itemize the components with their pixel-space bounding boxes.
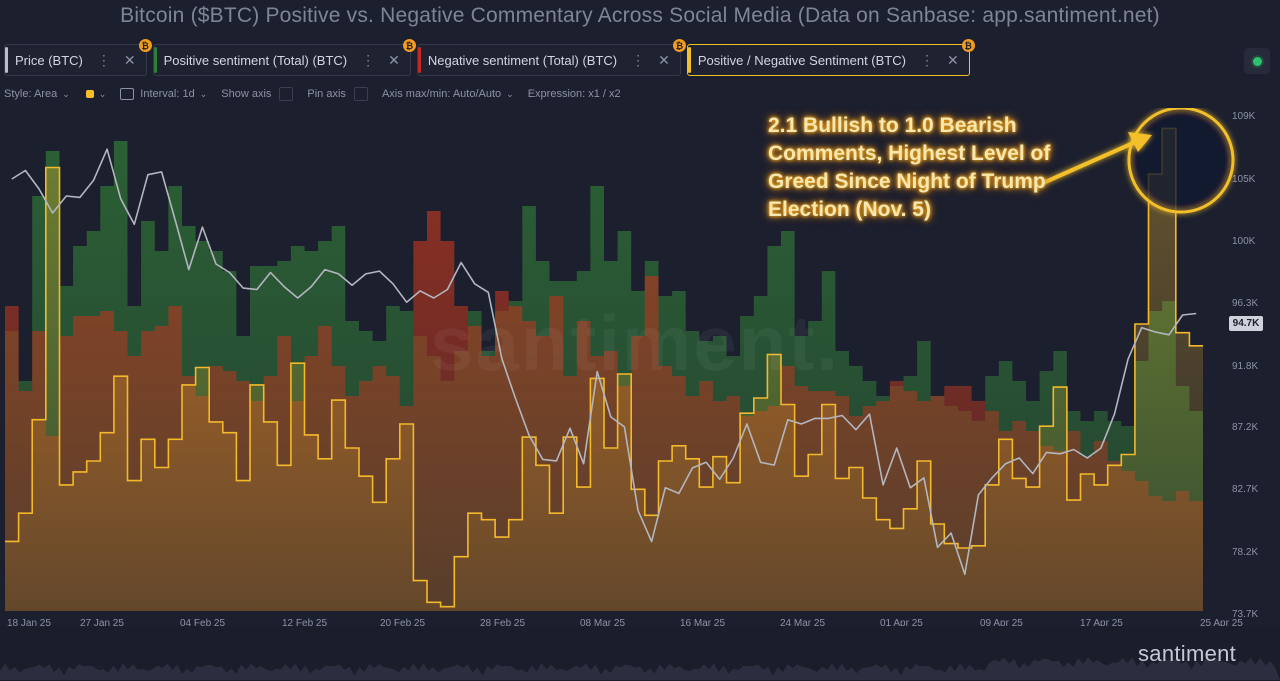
navigator-minimap xyxy=(0,626,1280,681)
close-icon[interactable]: ✕ xyxy=(946,51,959,68)
status-dot-icon xyxy=(1252,56,1262,66)
x-tick-label: 24 Mar 25 xyxy=(780,618,825,629)
color-picker[interactable]: ⌄ xyxy=(84,88,107,100)
chart-toolbar: Style: Area ⌄ ⌄ Interval: 1d ⌄ Show axis P… xyxy=(4,86,635,102)
y-tick-label: 109K xyxy=(1232,111,1256,122)
ratio-sentiment-area xyxy=(5,128,1203,611)
more-icon[interactable]: ⋮ xyxy=(631,51,647,68)
x-tick-label: 20 Feb 25 xyxy=(380,618,425,629)
price-line xyxy=(11,148,1197,575)
show-axis-checkbox[interactable] xyxy=(279,87,294,101)
x-tick-label: 12 Feb 25 xyxy=(282,618,327,629)
chart-plot[interactable]: 18 Jan 25 27 Jan 25 04 Feb 25 12 Feb 25 20 F… xyxy=(0,108,1280,681)
x-tick-label: 28 Feb 25 xyxy=(480,618,525,629)
ratio-sentiment-line xyxy=(5,127,1203,608)
color-swatch-icon xyxy=(85,90,94,98)
x-tick-label: 25 Apr 25 xyxy=(1200,618,1243,629)
x-axis: 18 Jan 25 27 Jan 25 04 Feb 25 12 Feb 25 20 F… xyxy=(7,618,1243,629)
bitcoin-icon: ₿ xyxy=(672,39,686,52)
x-tick-label: 08 Mar 25 xyxy=(580,618,625,629)
calendar-icon xyxy=(120,88,135,100)
series-color-swatch xyxy=(153,47,157,73)
chevron-down-icon: ⌄ xyxy=(506,88,514,99)
pin-axis-toggle[interactable]: Pin axis xyxy=(307,87,368,101)
show-axis-label: Show axis xyxy=(221,88,272,100)
chart-annotation: 2.1 Bullish to 1.0 Bearish Comments, Hig… xyxy=(768,114,1051,221)
expression-field[interactable]: Expression: x1 / x2 xyxy=(528,88,621,100)
tab-positive-sentiment[interactable]: Positive sentiment (Total) (BTC) ⋮ ✕ ₿ xyxy=(152,39,416,76)
status-toggle-button[interactable] xyxy=(1244,48,1270,74)
series-tabs: Price (BTC) ⋮ ✕ ₿ Positive sentiment (To… xyxy=(4,39,975,76)
y-tick-label: 91.8K xyxy=(1232,361,1258,372)
pin-axis-checkbox[interactable] xyxy=(353,87,368,101)
tab-price[interactable]: Price (BTC) ⋮ ✕ ₿ xyxy=(4,39,152,76)
chevron-down-icon: ⌄ xyxy=(98,88,107,99)
bitcoin-icon: ₿ xyxy=(138,39,152,52)
y-tick-label: 96.3K xyxy=(1232,298,1258,309)
tab-negative-sentiment[interactable]: Negative sentiment (Total) (BTC) ⋮ ✕ ₿ xyxy=(416,39,686,76)
annotation-arrow-shaft xyxy=(1042,138,1141,185)
y-tick-label: 100K xyxy=(1232,236,1256,247)
axis-range-label: Axis max/min: Auto/Auto xyxy=(381,88,502,100)
y-tick-label: 78.2K xyxy=(1232,547,1258,558)
x-tick-label: 04 Feb 25 xyxy=(180,618,225,629)
chart-title: Bitcoin ($BTC) Positive vs. Negative Com… xyxy=(120,4,1160,27)
current-price-badge: 94.7K xyxy=(1229,316,1263,331)
tab-label: Negative sentiment (Total) (BTC) xyxy=(427,52,618,68)
interval-select[interactable]: Interval: 1d ⌄ xyxy=(120,88,207,100)
bitcoin-icon: ₿ xyxy=(961,39,975,52)
bitcoin-icon: ₿ xyxy=(402,39,416,52)
annotation-marker xyxy=(1042,108,1235,214)
style-select[interactable]: Style: Area ⌄ xyxy=(4,88,70,100)
more-icon[interactable]: ⋮ xyxy=(361,51,377,68)
price-series xyxy=(11,148,1197,575)
x-tick-label: 16 Mar 25 xyxy=(680,618,725,629)
more-icon[interactable]: ⋮ xyxy=(919,51,935,68)
y-tick-label: 82.7K xyxy=(1232,484,1258,495)
series-color-swatch xyxy=(5,47,8,73)
series-color-swatch xyxy=(417,47,421,73)
chevron-down-icon: ⌄ xyxy=(62,88,70,99)
tab-label: Positive sentiment (Total) (BTC) xyxy=(163,52,348,68)
x-tick-label: 17 Apr 25 xyxy=(1080,618,1123,629)
y-tick-label: 73.7K xyxy=(1232,609,1258,620)
series-color-swatch xyxy=(687,47,691,73)
navigator-area xyxy=(0,657,1280,680)
close-icon[interactable]: ✕ xyxy=(658,51,670,68)
x-tick-label: 18 Jan 25 xyxy=(7,618,51,629)
more-icon[interactable]: ⋮ xyxy=(96,51,112,68)
santiment-logo: santiment xyxy=(1138,641,1237,666)
close-icon[interactable]: ✕ xyxy=(123,51,136,68)
x-tick-label: 01 Apr 25 xyxy=(880,618,923,629)
axis-range-select[interactable]: Axis max/min: Auto/Auto ⌄ xyxy=(382,88,514,100)
tab-ratio-sentiment[interactable]: Positive / Negative Sentiment (BTC) ⋮ ✕ … xyxy=(686,39,975,76)
chevron-down-icon: ⌄ xyxy=(199,88,208,99)
show-axis-toggle[interactable]: Show axis xyxy=(221,87,294,101)
x-tick-label: 27 Jan 25 xyxy=(80,618,124,629)
tab-label: Positive / Negative Sentiment (BTC) xyxy=(697,52,906,68)
tab-label: Price (BTC) xyxy=(15,52,83,68)
highlight-circle xyxy=(1127,108,1235,214)
y-tick-label: 105K xyxy=(1232,174,1256,185)
close-icon[interactable]: ✕ xyxy=(388,51,400,68)
style-label: Style: Area xyxy=(4,88,58,100)
y-tick-label: 87.2K xyxy=(1232,422,1258,433)
y-axis: 109K 105K 100K 96.3K 91.8K 87.2K 82.7K 78.2K 73.… xyxy=(1232,111,1258,620)
pin-axis-label: Pin axis xyxy=(307,88,346,100)
annotation-arrow-head xyxy=(1128,132,1152,152)
expression-label: Expression: x1 / x2 xyxy=(527,88,621,100)
ratio-sentiment-series xyxy=(5,127,1203,611)
x-tick-label: 09 Apr 25 xyxy=(980,618,1023,629)
interval-label: Interval: 1d xyxy=(140,88,195,100)
